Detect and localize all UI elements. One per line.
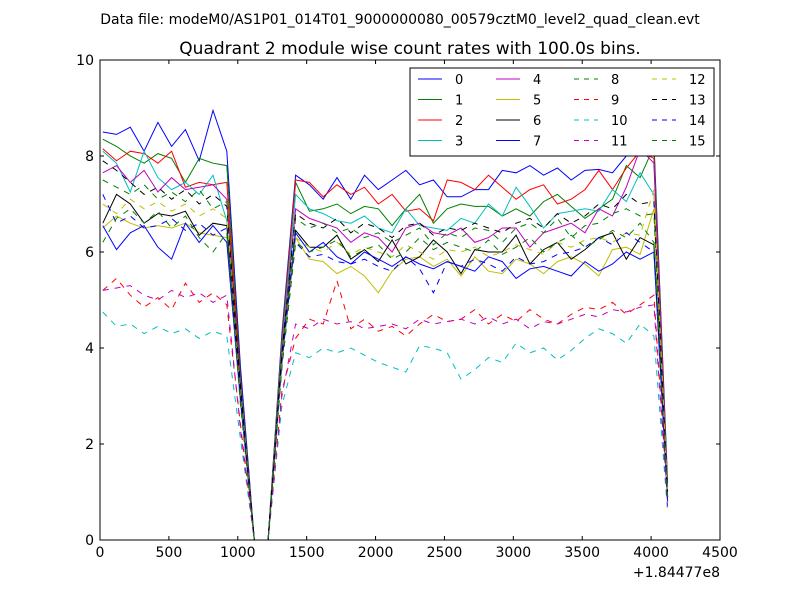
series-line-3 [102,149,669,541]
legend-label-4: 4 [533,73,541,88]
series-line-4 [102,147,669,541]
series-line-10 [102,311,669,541]
legend-label-14: 14 [689,114,706,129]
x-tick-label: 1500 [289,545,325,561]
legend-label-13: 13 [689,94,706,109]
x-tick-label: 2500 [427,545,463,561]
x-tick-label: 3000 [496,545,532,561]
series-line-11 [102,285,669,541]
legend-label-9: 9 [611,94,619,109]
legend-label-6: 6 [533,114,541,129]
series-line-8 [102,179,669,541]
series-line-12 [102,189,669,541]
x-tick-label: 1000 [220,545,256,561]
series-line-7 [102,222,669,541]
legend-label-15: 15 [689,135,706,150]
legend-label-3: 3 [455,135,463,150]
legend-label-2: 2 [455,114,463,129]
legend-label-1: 1 [455,94,463,109]
series-line-14 [102,194,669,541]
legend-label-12: 12 [689,73,706,88]
legend-label-11: 11 [611,135,628,150]
y-tick-label: 2 [85,437,94,453]
figure-suptitle: Data file: modeM0/AS1P01_014T01_90000000… [100,12,700,28]
y-tick-label: 0 [85,533,94,549]
x-tick-label: 500 [156,545,183,561]
legend-label-7: 7 [533,135,541,150]
chart-title: Quadrant 2 module wise count rates with … [179,39,640,59]
series-line-1 [102,138,669,541]
x-offset-label: +1.84477e8 [633,565,720,581]
legend-label-0: 0 [455,73,463,88]
y-tick-label: 10 [76,53,94,69]
x-tick-label: 2000 [358,545,394,561]
legend-label-5: 5 [533,94,541,109]
axes-frame [99,59,721,541]
series-line-6 [102,193,669,541]
series-line-2 [102,148,669,541]
legend-label-10: 10 [611,114,628,129]
y-tick-label: 6 [85,245,94,261]
series-line-0 [102,103,669,541]
x-tick-label: 4500 [702,545,738,561]
x-tick-label: 4000 [633,545,669,561]
x-axis: 0 500 1000 1500 2000 2500 3000 3500 4000 4500 [96,60,738,561]
plot-area [102,103,669,541]
legend-box [409,67,715,157]
legend-label-8: 8 [611,73,619,88]
y-tick-label: 4 [85,341,94,357]
y-tick-label: 8 [85,149,94,165]
series-line-15 [102,208,669,541]
series-line-13 [102,160,669,541]
x-tick-label: 0 [96,545,105,561]
x-tick-label: 3500 [564,545,600,561]
